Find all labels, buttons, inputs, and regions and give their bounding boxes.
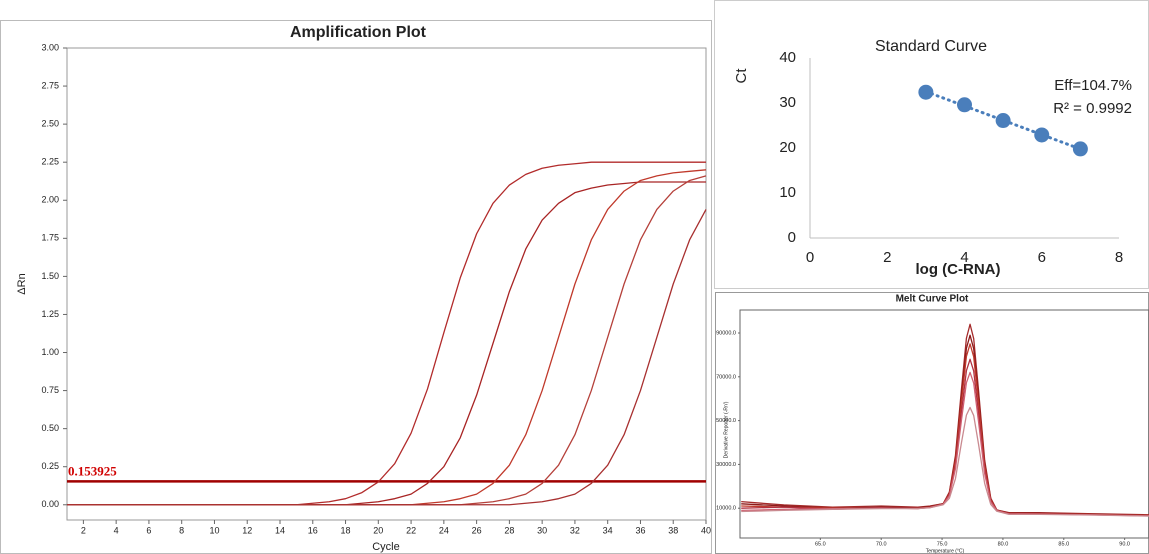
x-tick-label: 12 xyxy=(242,525,252,535)
y-tick-label: 10000.0 xyxy=(716,506,736,512)
y-tick-label: 3.00 xyxy=(41,42,59,52)
x-tick-label: 75.0 xyxy=(937,541,948,547)
x-tick-label: 80.0 xyxy=(998,541,1009,547)
x-tick-label: 30 xyxy=(537,525,547,535)
point xyxy=(1072,141,1088,157)
y-tick-label: 70000.0 xyxy=(716,374,736,380)
x-tick-label: 4 xyxy=(114,525,119,535)
x-axis-label: Temperature (°C) xyxy=(926,548,965,554)
x-tick-label: 26 xyxy=(472,525,482,535)
x-tick-label: 36 xyxy=(635,525,645,535)
annotation: Eff=104.7% xyxy=(1054,77,1132,94)
y-tick-label: 30000.0 xyxy=(716,462,736,468)
threshold-label: 0.153925 xyxy=(68,463,117,478)
y-axis-label: Ct xyxy=(733,68,750,84)
x-tick-label: 22 xyxy=(406,525,416,535)
x-tick-label: 40 xyxy=(701,525,711,535)
x-tick-label: 2 xyxy=(81,525,86,535)
x-tick-label: 6 xyxy=(1038,249,1046,266)
x-tick-label: 38 xyxy=(668,525,678,535)
x-tick-label: 16 xyxy=(308,525,318,535)
chart-title: Standard Curve xyxy=(875,38,987,55)
curve xyxy=(67,209,707,506)
plot-frame xyxy=(739,309,1149,539)
x-tick-label: 85.0 xyxy=(1058,541,1069,547)
y-tick-label: 1.25 xyxy=(41,309,59,319)
x-tick-label: 28 xyxy=(504,525,514,535)
x-tick-label: 14 xyxy=(275,525,285,535)
y-tick-label: 0.25 xyxy=(41,461,59,471)
x-tick-label: 70.0 xyxy=(876,541,887,547)
y-tick-label: 0 xyxy=(788,229,796,246)
y-tick-label: 0.00 xyxy=(41,499,59,509)
x-axis-label: log (C-RNA) xyxy=(916,261,1001,278)
x-tick-label: 2 xyxy=(883,249,891,266)
y-tick-label: 2.25 xyxy=(41,157,59,167)
y-tick-label: 0.75 xyxy=(41,385,59,395)
x-tick-label: 34 xyxy=(603,525,613,535)
y-tick-label: 10 xyxy=(779,184,796,201)
curve xyxy=(741,406,1149,517)
point xyxy=(995,113,1011,129)
y-tick-label: 1.75 xyxy=(41,233,59,243)
point xyxy=(918,84,934,100)
point xyxy=(1034,127,1050,143)
x-tick-label: 8 xyxy=(179,525,184,535)
x-tick-label: 24 xyxy=(439,525,449,535)
chart-title: Melt Curve Plot xyxy=(896,294,969,305)
x-tick-label: 0 xyxy=(806,249,814,266)
y-tick-label: 2.50 xyxy=(41,119,59,129)
y-axis-label: Derivative Reporter (-Rn') xyxy=(723,401,729,458)
x-tick-label: 4 xyxy=(960,249,968,266)
point xyxy=(957,97,972,113)
y-tick-label: 50000.0 xyxy=(716,418,736,424)
x-tick-label: 8 xyxy=(1115,249,1123,266)
x-axis-label: Cycle xyxy=(372,541,400,553)
plot-frame xyxy=(66,47,707,521)
annotation: R² = 0.9992 xyxy=(1053,100,1132,117)
y-tick-label: 30 xyxy=(779,94,796,111)
x-tick-label: 18 xyxy=(341,525,351,535)
y-axis-label: ΔRn xyxy=(16,273,28,294)
y-tick-label: 0.50 xyxy=(41,423,59,433)
trendline xyxy=(924,90,1082,151)
y-tick-label: 20 xyxy=(779,139,796,156)
y-tick-label: 2.00 xyxy=(41,195,59,205)
amplification-panel xyxy=(0,20,712,554)
chart-title: Amplification Plot xyxy=(290,24,427,41)
y-tick-label: 1.00 xyxy=(41,347,59,357)
y-tick-label: 1.50 xyxy=(41,271,59,281)
x-tick-label: 32 xyxy=(570,525,580,535)
x-tick-label: 10 xyxy=(209,525,219,535)
x-tick-label: 65.0 xyxy=(815,541,826,547)
x-tick-label: 90.0 xyxy=(1119,541,1130,547)
y-tick-label: 2.75 xyxy=(41,80,59,90)
y-tick-label: 40 xyxy=(779,49,796,66)
x-tick-label: 6 xyxy=(146,525,151,535)
y-tick-label: 90000.0 xyxy=(716,330,736,336)
x-tick-label: 20 xyxy=(373,525,383,535)
